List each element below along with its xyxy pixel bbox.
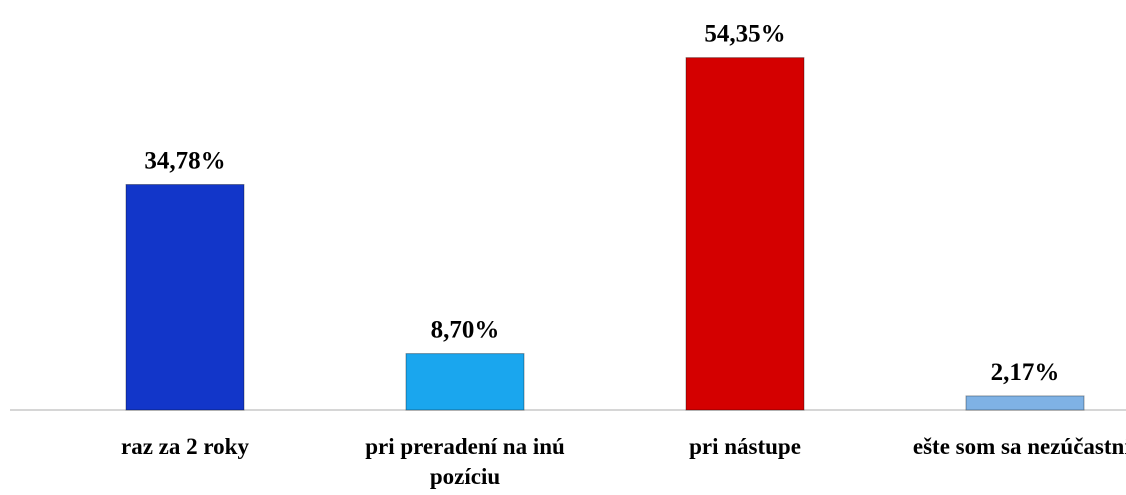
bar (965, 395, 1085, 411)
bar (125, 184, 245, 411)
bar (405, 353, 525, 411)
x-tick-label: raz za 2 roky (121, 434, 249, 459)
x-tick-label: pri preradení na inú pozíciu (365, 434, 565, 489)
value-label: 2,17% (991, 359, 1060, 386)
value-label: 8,70% (431, 317, 500, 344)
value-label: 34,78% (144, 148, 225, 175)
x-tick-label: ešte som sa nezúčastnil (912, 434, 1126, 459)
value-label: 54,35% (704, 21, 785, 48)
bar (685, 57, 805, 411)
x-tick-label: pri nástupe (689, 434, 801, 459)
